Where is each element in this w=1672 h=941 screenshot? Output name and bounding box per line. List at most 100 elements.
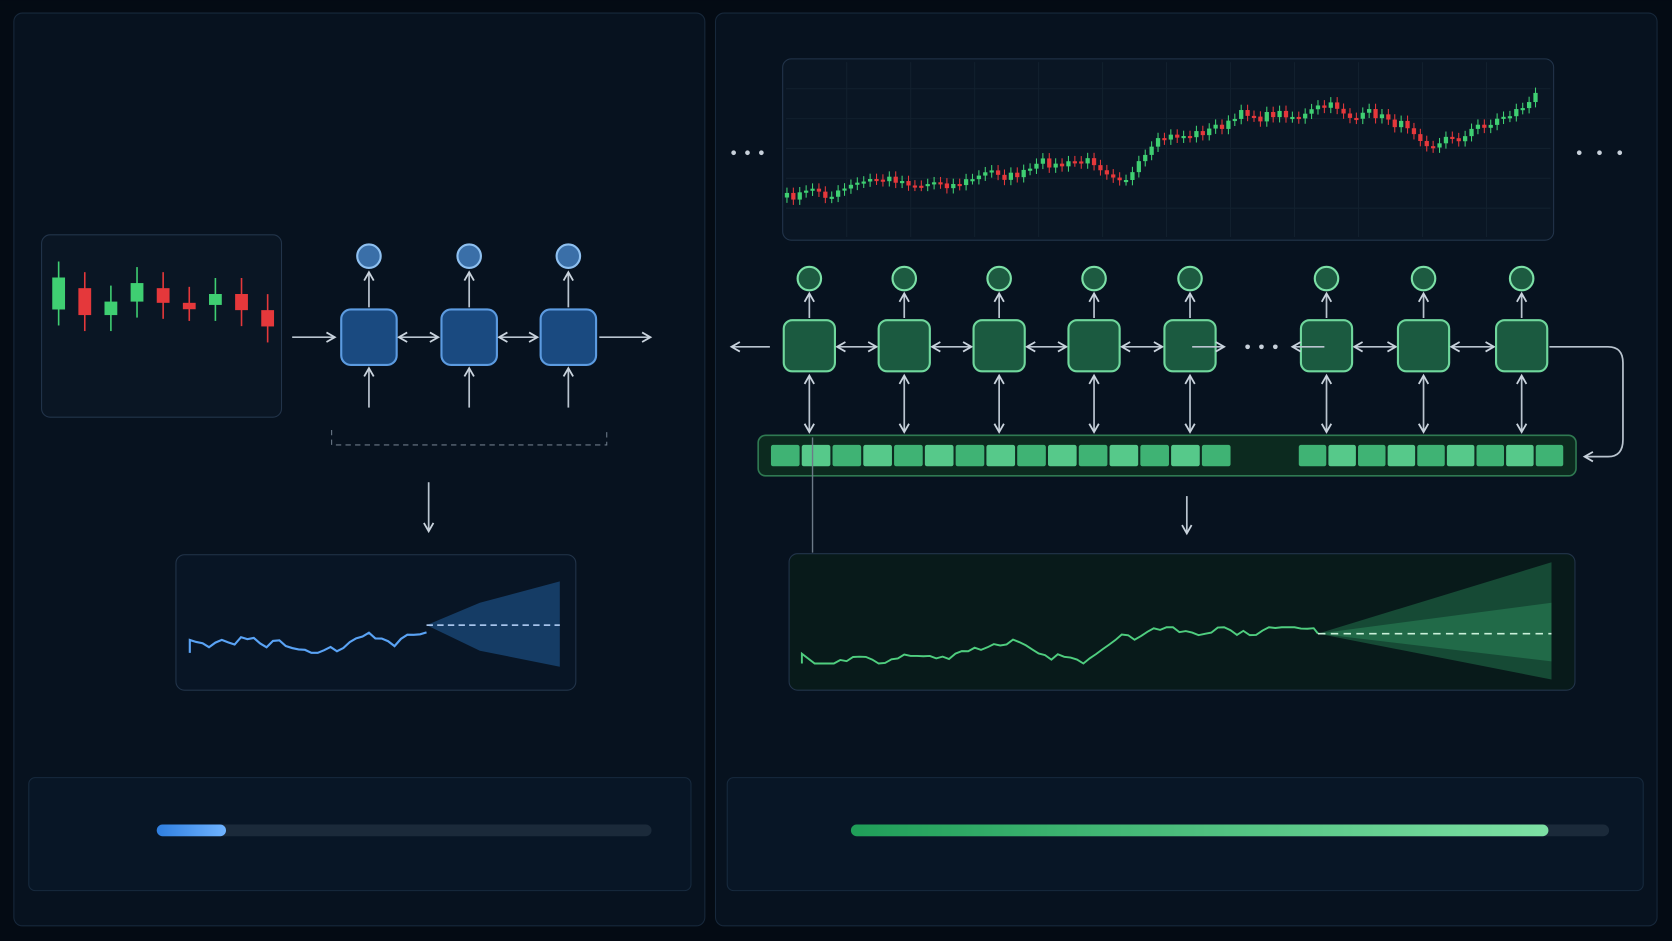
candle-body [989, 170, 994, 173]
candle-body [1111, 174, 1116, 178]
rnn-cell [440, 308, 498, 366]
memory-slot [1476, 444, 1504, 467]
candle-body [1501, 116, 1506, 119]
candle-body [810, 188, 815, 191]
candle-body [1207, 128, 1212, 136]
candle-body [1149, 146, 1154, 155]
memory-slot [1298, 444, 1327, 467]
candle-body [995, 170, 1001, 175]
price-box [782, 58, 1555, 241]
output-node [891, 265, 918, 292]
candle-body [1040, 158, 1045, 164]
candle-body [912, 185, 918, 188]
candle-body [1335, 102, 1340, 109]
forecast-cone [426, 581, 560, 667]
output-node [456, 243, 482, 269]
output-node [555, 243, 582, 269]
candle-body [1002, 174, 1007, 180]
candle-body [784, 192, 790, 198]
ellipsis-dot [1617, 150, 1623, 156]
candle-body [1341, 108, 1346, 114]
candle-body [130, 283, 144, 302]
candle-body [829, 196, 834, 199]
candle-body [791, 192, 796, 200]
candle-body [938, 182, 943, 185]
memory-slot [924, 444, 954, 467]
lstm-cell [1067, 319, 1121, 373]
lstm-cell [1163, 319, 1217, 373]
candle-body [1117, 177, 1122, 181]
output-node [1081, 265, 1107, 292]
candle-body [1175, 134, 1180, 138]
candle-body [1008, 172, 1014, 180]
candle-body [1399, 120, 1404, 128]
candle-body [880, 179, 886, 182]
candle-body [1315, 105, 1321, 110]
candle-body [1379, 114, 1385, 119]
candle-body [1443, 136, 1449, 144]
candle-body [1392, 119, 1397, 128]
memory-slot [1140, 444, 1169, 467]
candle-body [1104, 170, 1109, 175]
candle-body [1424, 141, 1429, 147]
candle-body [804, 190, 809, 193]
memory-slot [1201, 444, 1231, 467]
memory-slot [1078, 444, 1108, 467]
illustration [41, 58, 1624, 871]
candle-body [1328, 102, 1333, 108]
candle-body [1431, 146, 1436, 149]
candle-body [1187, 136, 1193, 139]
candle-body [970, 179, 975, 182]
memory-slot [1387, 444, 1416, 467]
lstm-cell [1396, 319, 1451, 373]
candle-body [1494, 118, 1500, 125]
memory-slot [1417, 444, 1445, 467]
candle-body [1123, 179, 1129, 183]
candle-body [1245, 110, 1250, 116]
output-node [1313, 265, 1340, 292]
candle-body [1360, 112, 1365, 119]
candle-body [1239, 110, 1244, 119]
candle-body [1456, 138, 1461, 142]
candle-body [1085, 158, 1090, 164]
candle-body [1059, 163, 1065, 167]
candle-body [1303, 113, 1308, 119]
candle-body [1264, 112, 1269, 122]
memory-slot [986, 444, 1016, 467]
candle-body [1072, 161, 1077, 164]
candle-body [182, 302, 196, 310]
candle-body [823, 191, 828, 198]
forecast-box [175, 554, 577, 691]
candle-body [1450, 136, 1455, 139]
candle-body [1079, 161, 1084, 164]
candle-body [1066, 161, 1071, 167]
ellipsis-dot [1272, 344, 1278, 350]
candle-body [235, 294, 248, 311]
candle-body [104, 301, 118, 316]
candle-body [1283, 110, 1289, 118]
candle-body [1155, 138, 1161, 147]
memory-slot [770, 444, 800, 467]
ellipsis-dot [1259, 344, 1264, 350]
ellipsis-dot [1597, 150, 1602, 156]
candle-body [1277, 110, 1282, 118]
candle-body [1533, 92, 1538, 103]
candle-body [963, 179, 969, 186]
candle-body [1130, 172, 1135, 180]
candle-body [52, 277, 66, 310]
ellipsis-dot [1576, 150, 1582, 156]
lstm-cell [877, 319, 931, 373]
candle-body [1168, 134, 1173, 140]
candle-body [874, 178, 879, 182]
memory-slot [863, 444, 892, 467]
ellipsis-dot [745, 150, 750, 156]
memory-slot [1506, 444, 1534, 467]
candle-body [1027, 168, 1033, 171]
candle-body [1015, 172, 1020, 178]
ellipsis-dot [759, 150, 764, 156]
forecast-cone-inner [1317, 602, 1552, 662]
output-node [1508, 265, 1535, 292]
candle-body [906, 181, 911, 186]
